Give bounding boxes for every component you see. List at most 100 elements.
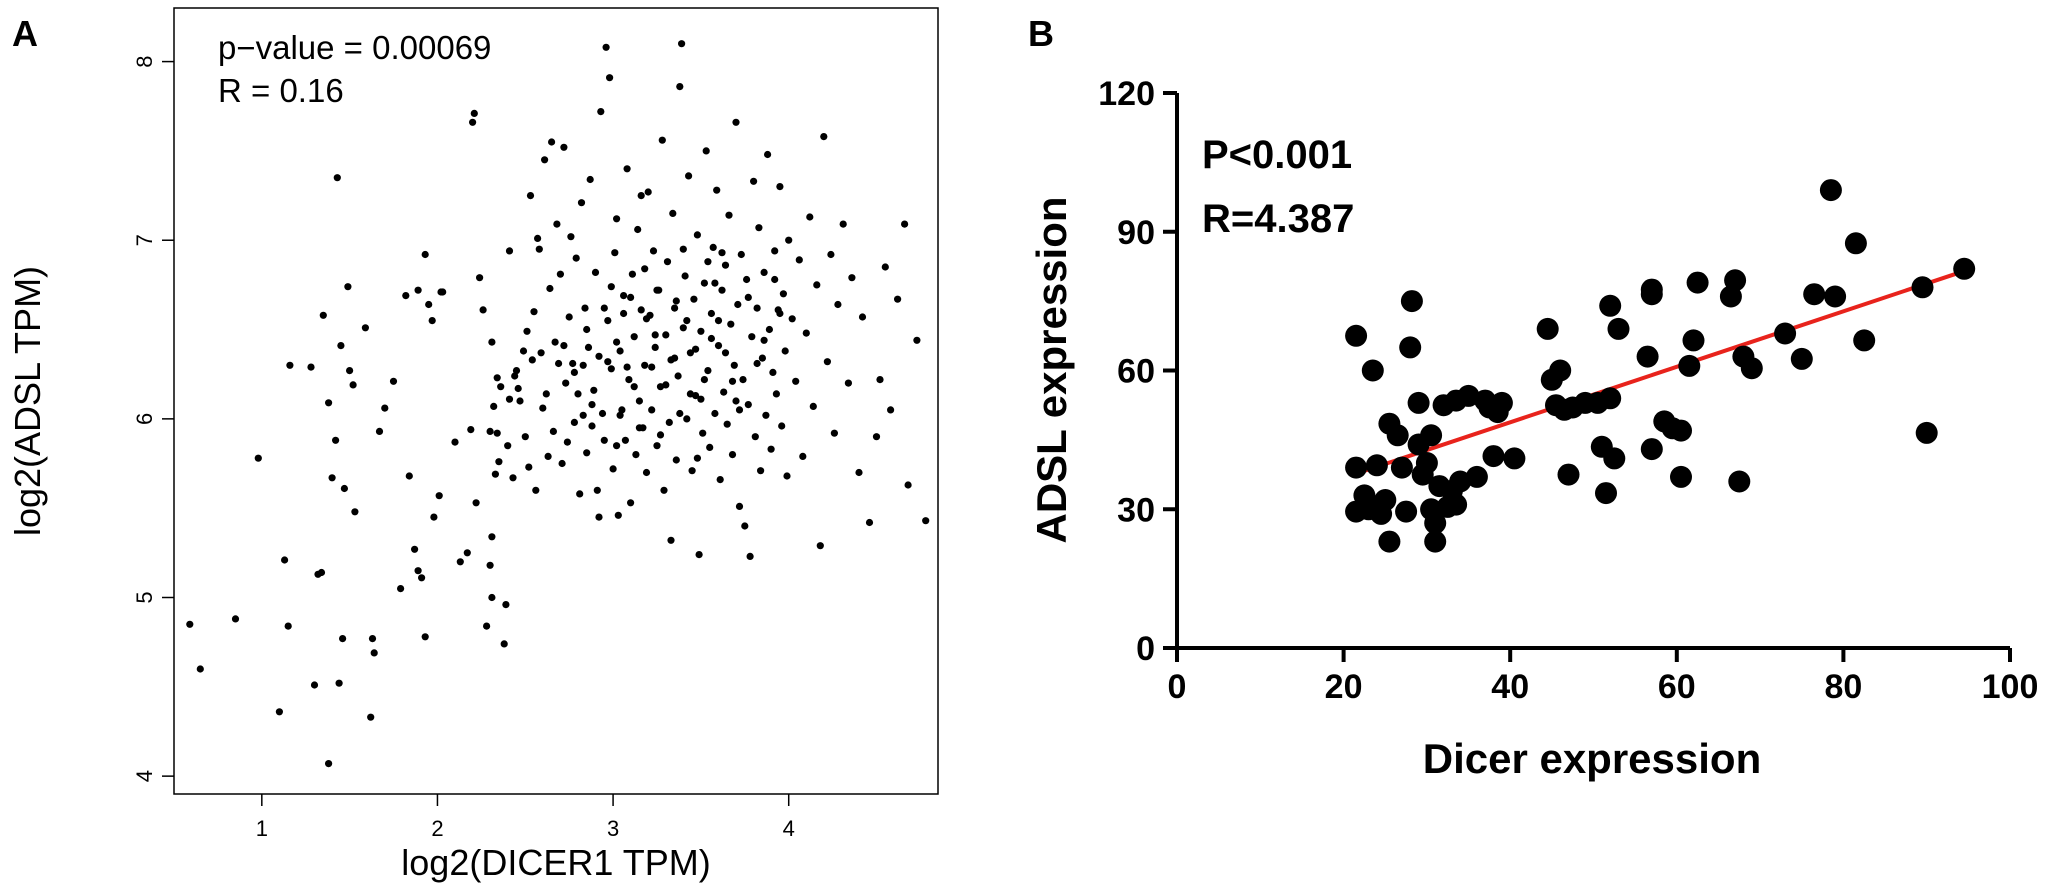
data-point-a [676, 409, 684, 418]
data-point-a [332, 436, 340, 444]
data-point-a [730, 361, 738, 369]
y-tick-label-b: 60 [1117, 353, 1155, 391]
data-point-a [744, 401, 752, 409]
data-point-a [760, 336, 768, 344]
data-point-b [1724, 269, 1747, 292]
data-point-a [706, 443, 714, 451]
data-point-b [1345, 324, 1368, 347]
plot-frame-a [173, 7, 939, 795]
data-point-a [651, 343, 659, 351]
data-point-a [711, 279, 719, 287]
data-point-a [663, 258, 672, 266]
data-point-a [598, 409, 607, 418]
data-point-a [317, 568, 326, 577]
data-point-b [1482, 445, 1505, 468]
data-point-a [707, 309, 716, 318]
annotation-p-b: P<0.001 [1202, 133, 1352, 177]
data-point-a [340, 484, 348, 493]
data-point-a [479, 306, 487, 314]
data-point-a [732, 118, 740, 126]
data-point-b [1365, 454, 1388, 477]
data-point-a [504, 442, 512, 450]
data-point-a [486, 561, 494, 569]
data-point-a [630, 383, 638, 391]
data-point-b [1503, 447, 1526, 470]
data-point-a [727, 320, 735, 328]
data-point-a [370, 649, 378, 657]
data-point-b [1670, 465, 1692, 488]
data-point-a [739, 376, 747, 384]
data-point-a [667, 536, 675, 544]
data-point-a [748, 333, 756, 341]
x-axis-title-a: log2(DICER1 TPM) [401, 842, 710, 883]
data-point-a [254, 454, 262, 462]
data-point-a [648, 406, 656, 414]
data-point-a [488, 533, 496, 541]
data-point-a [725, 211, 733, 219]
data-point-a [397, 585, 405, 593]
data-point-a [532, 486, 540, 494]
data-point-b [1457, 384, 1480, 407]
data-point-a [627, 293, 635, 301]
data-point-a [737, 250, 745, 259]
data-point-a [525, 463, 533, 471]
data-point-a [735, 502, 744, 510]
data-point-a [414, 567, 422, 575]
data-point-a [463, 549, 471, 557]
y-tick-label-a: 8 [132, 55, 157, 67]
data-point-a [718, 249, 726, 257]
data-point-a [591, 268, 600, 276]
data-point-a [765, 325, 774, 334]
data-point-b [1536, 317, 1559, 340]
data-point-a [600, 304, 608, 312]
data-point-a [435, 492, 443, 500]
data-point-a [530, 308, 538, 316]
data-point-a [795, 256, 803, 264]
data-point-a [632, 451, 640, 459]
data-point-a [671, 304, 679, 312]
data-point-b [1400, 290, 1423, 313]
data-point-a [820, 133, 828, 141]
data-point-a [535, 245, 543, 253]
data-point-a [648, 363, 656, 371]
data-point-a [511, 372, 519, 380]
y-tick-label-b: 90 [1117, 214, 1155, 252]
y-axis-title-a: log2(ADSL TPM) [7, 266, 48, 536]
data-point-a [553, 220, 561, 228]
data-point-b [1953, 257, 1976, 280]
y-tick-label-b: 0 [1136, 630, 1155, 668]
scatter-plot-a: 1 2 3 4 4 5 6 7 8 p−value = 0.00069 R = 0.16 log… [7, 7, 939, 883]
data-point-a [537, 349, 545, 357]
data-point-a [750, 177, 758, 185]
x-tick-label-a: 1 [256, 816, 268, 841]
data-point-a [337, 342, 345, 350]
data-point-a [616, 347, 624, 355]
data-point-a [490, 402, 498, 410]
data-point-a [799, 452, 807, 460]
data-point-a [674, 372, 682, 380]
data-point-b [1790, 347, 1813, 370]
data-point-a [716, 476, 724, 484]
data-point-b [1682, 329, 1705, 352]
data-point-b [1640, 283, 1663, 306]
data-point-a [628, 270, 637, 278]
data-point-b [1465, 465, 1488, 488]
data-point-a [604, 317, 612, 325]
data-point-a [590, 386, 598, 394]
data-point-a [830, 429, 839, 437]
data-point-a [505, 247, 514, 255]
data-point-a [718, 286, 726, 294]
data-point-a [714, 342, 723, 350]
data-point-a [702, 147, 710, 155]
data-point-a [514, 384, 522, 393]
data-point-a [783, 472, 791, 480]
data-point-a [581, 304, 589, 312]
x-tick-label-a: 2 [431, 816, 443, 841]
data-point-a [558, 459, 566, 468]
data-point-a [593, 486, 601, 494]
data-point-a [414, 286, 422, 294]
data-point-a [186, 620, 194, 628]
data-point-a [755, 224, 763, 232]
data-point-a [613, 338, 621, 346]
